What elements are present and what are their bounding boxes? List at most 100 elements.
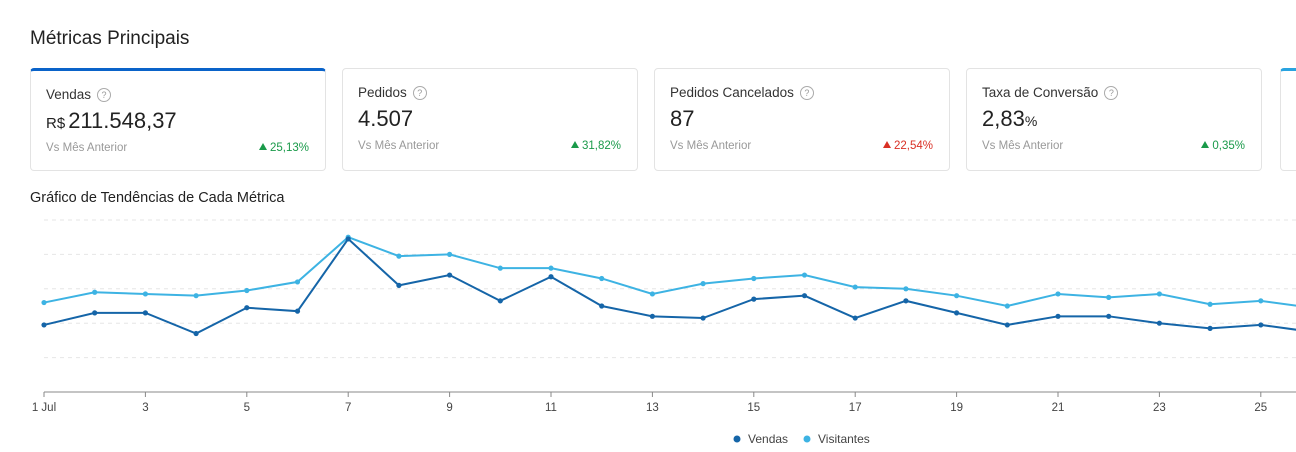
- legend-label: Visitantes: [818, 432, 870, 446]
- card-value: 2,83%: [982, 106, 1037, 132]
- data-point-visitantes: [1207, 301, 1213, 307]
- data-point-visitantes: [294, 279, 301, 285]
- data-point-visitantes: [1004, 303, 1010, 309]
- data-point-vendas: [1156, 320, 1162, 326]
- arrow-up-icon: [258, 143, 267, 150]
- metric-card-pedidos[interactable]: Pedidos? 4.507 Vs Mês Anterior 31,82%: [342, 68, 638, 171]
- data-point-visitantes: [801, 272, 808, 278]
- chart-title: Gráfico de Tendências de Cada Métrica: [30, 190, 285, 206]
- data-point-visitantes: [852, 284, 858, 290]
- x-tick-label: 15: [747, 402, 760, 414]
- help-icon[interactable]: ?: [799, 86, 814, 100]
- x-tick-label: 23: [1153, 402, 1166, 414]
- data-point-visitantes: [700, 281, 706, 287]
- x-tick-label: 3: [142, 402, 148, 414]
- card-value-number: 211.548,37: [68, 108, 177, 133]
- data-point-vendas: [1055, 313, 1061, 319]
- help-icon[interactable]: ?: [1104, 86, 1119, 100]
- unit-label: %: [1024, 113, 1038, 129]
- x-tick-label: 25: [1254, 402, 1267, 414]
- card-value: 87: [670, 106, 695, 131]
- data-point-vendas: [142, 310, 148, 316]
- arrow-up-icon: [882, 141, 891, 148]
- data-point-vendas: [193, 330, 199, 337]
- help-icon[interactable]: ?: [97, 88, 112, 102]
- data-point-visitantes: [41, 299, 47, 306]
- section-title: Métricas Principais: [30, 28, 190, 49]
- data-point-vendas: [700, 315, 706, 321]
- data-point-vendas: [548, 274, 554, 280]
- data-point-visitantes: [954, 293, 960, 299]
- delta-value: 0,35%: [1212, 140, 1245, 152]
- series-line-visitantes: [43, 236, 1296, 308]
- card-title: Pedidos Cancelados: [670, 85, 794, 100]
- data-point-visitantes: [751, 275, 757, 282]
- data-point-vendas: [1004, 322, 1010, 328]
- legend-label: Vendas: [748, 432, 788, 446]
- delta-badge: 31,82%: [570, 140, 621, 152]
- metric-card-taxa-conversao[interactable]: Taxa de Conversão? 2,83% Vs Mês Anterior…: [966, 68, 1262, 171]
- legend-dot: [803, 435, 811, 443]
- metric-card-partial[interactable]: [1280, 68, 1296, 171]
- data-point-visitantes: [447, 251, 453, 257]
- arrow-up-icon: [1201, 141, 1210, 148]
- data-point-visitantes: [1055, 291, 1061, 297]
- data-point-visitantes: [142, 291, 148, 297]
- data-point-vendas: [345, 236, 351, 242]
- data-point-visitantes: [548, 265, 554, 271]
- data-point-vendas: [497, 298, 503, 304]
- x-tick-label: 19: [950, 402, 963, 414]
- delta-badge: 25,13%: [258, 142, 309, 154]
- data-point-vendas: [1258, 322, 1264, 328]
- card-value-number: 2,83: [982, 106, 1025, 131]
- data-point-vendas: [649, 313, 656, 319]
- data-point-visitantes: [244, 287, 250, 294]
- metric-cards: Vendas? R$ 211.548,37 Vs Mês Anterior 25,…: [30, 68, 1296, 172]
- data-point-visitantes: [1258, 298, 1264, 304]
- metric-card-vendas[interactable]: Vendas? R$ 211.548,37 Vs Mês Anterior 25,…: [30, 68, 326, 171]
- card-title: Pedidos: [358, 85, 407, 100]
- x-tick-label: 11: [545, 402, 557, 414]
- data-point-vendas: [41, 322, 47, 328]
- delta-badge: 0,35%: [1201, 140, 1245, 152]
- card-value: 4.507: [358, 106, 414, 131]
- x-tick-label: 17: [849, 402, 862, 414]
- card-compare-label: Vs Mês Anterior: [46, 142, 128, 154]
- card-value: R$ 211.548,37: [46, 108, 177, 134]
- delta-value: 31,82%: [581, 140, 621, 152]
- x-tick-label: 13: [646, 402, 659, 414]
- data-point-vendas: [954, 310, 960, 316]
- help-icon[interactable]: ?: [412, 86, 427, 100]
- data-point-vendas: [852, 315, 858, 321]
- data-point-vendas: [599, 303, 605, 309]
- delta-value: 22,54%: [893, 140, 933, 152]
- x-tick-label: 9: [446, 402, 452, 414]
- card-compare-label: Vs Mês Anterior: [358, 140, 440, 152]
- delta-badge: 22,54%: [882, 140, 933, 152]
- data-point-visitantes: [193, 293, 199, 299]
- data-point-vendas: [801, 293, 808, 299]
- data-point-visitantes: [92, 289, 98, 295]
- data-point-visitantes: [1106, 294, 1112, 300]
- x-tick-label: 21: [1052, 402, 1065, 414]
- card-compare-label: Vs Mês Anterior: [982, 140, 1064, 152]
- data-point-vendas: [92, 310, 98, 316]
- data-point-visitantes: [396, 253, 402, 259]
- x-tick-label: 5: [244, 402, 250, 414]
- data-point-vendas: [1106, 313, 1112, 319]
- currency-label: R$: [46, 115, 66, 132]
- data-point-vendas: [903, 298, 909, 304]
- x-tick-label: 1 Jul: [32, 402, 56, 414]
- data-point-visitantes: [1156, 291, 1162, 297]
- data-point-vendas: [1207, 325, 1213, 331]
- series-line-vendas: [43, 237, 1296, 335]
- data-point-vendas: [751, 296, 757, 302]
- data-point-vendas: [396, 282, 402, 288]
- data-point-visitantes: [649, 291, 656, 297]
- card-compare-label: Vs Mês Anterior: [670, 140, 752, 152]
- data-point-visitantes: [903, 286, 909, 292]
- metric-card-pedidos-cancelados[interactable]: Pedidos Cancelados? 87 Vs Mês Anterior 2…: [654, 68, 950, 171]
- data-point-vendas: [294, 308, 301, 314]
- data-point-visitantes: [497, 265, 503, 271]
